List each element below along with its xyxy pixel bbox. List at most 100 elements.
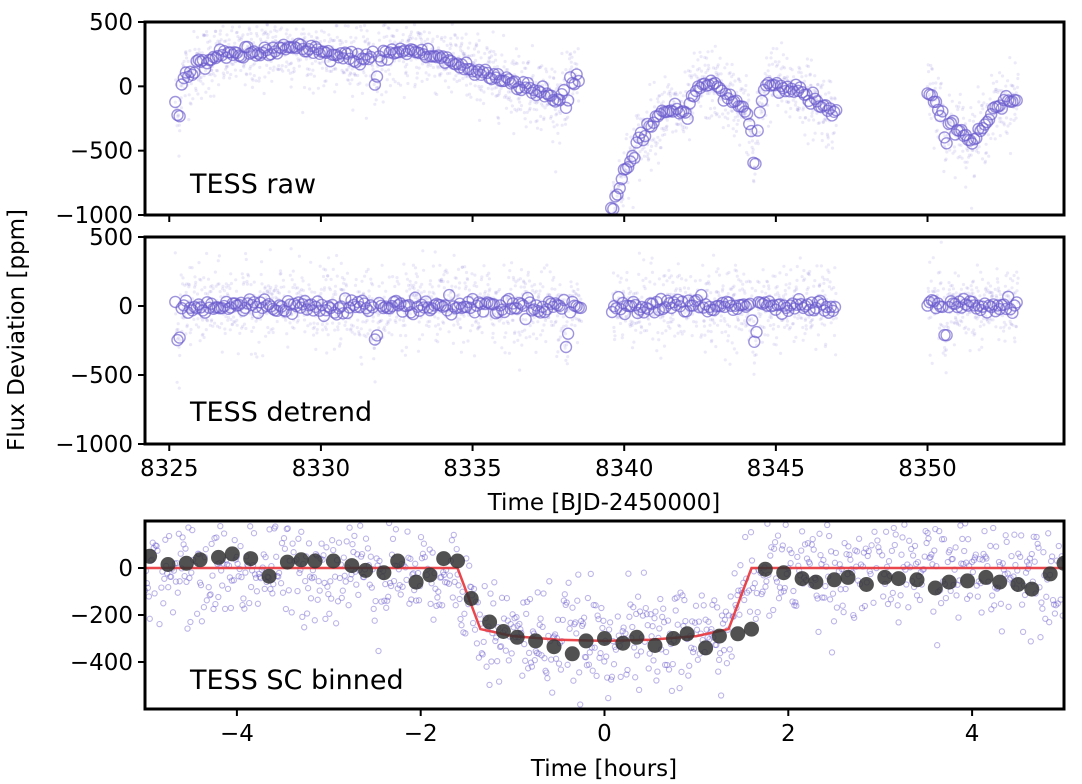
sc-unbinned-point xyxy=(145,593,153,600)
raw-binned-point xyxy=(510,82,524,96)
detrend-point xyxy=(833,266,837,270)
sc-unbinned-point xyxy=(284,525,291,532)
raw-point xyxy=(833,97,837,101)
raw-point xyxy=(447,85,451,89)
y-tick-label: −500 xyxy=(70,139,133,165)
raw-point xyxy=(359,24,363,29)
detrend-point xyxy=(576,317,580,321)
detrend-point xyxy=(466,339,470,343)
detrend-point xyxy=(996,289,1000,293)
raw-point xyxy=(827,79,831,83)
raw-point xyxy=(976,85,980,89)
detrend-point xyxy=(458,281,462,285)
sc-unbinned-point xyxy=(227,604,235,612)
raw-point xyxy=(741,112,746,116)
detrend-point xyxy=(343,323,347,327)
detrend-point xyxy=(337,344,342,348)
raw-point xyxy=(430,40,434,44)
detrend-point xyxy=(556,338,560,342)
detrend-point xyxy=(265,289,269,293)
detrend-point xyxy=(223,327,227,331)
detrend-point xyxy=(486,293,490,297)
detrend-point xyxy=(742,289,746,293)
raw-point xyxy=(681,94,685,98)
detrend-point xyxy=(717,294,721,298)
sc-unbinned-point xyxy=(149,539,156,546)
raw-point xyxy=(788,66,792,70)
detrend-point xyxy=(518,277,523,281)
detrend-point xyxy=(933,289,937,294)
raw-point xyxy=(715,65,720,69)
raw-point xyxy=(823,117,827,121)
detrend-point xyxy=(388,318,392,322)
detrend-point xyxy=(398,318,402,322)
raw-binned-point xyxy=(258,41,271,54)
raw-point xyxy=(453,33,457,37)
detrend-point xyxy=(315,327,319,332)
raw-point xyxy=(730,62,734,67)
detrend-point xyxy=(817,284,822,288)
raw-point xyxy=(312,74,316,78)
sc-unbinned-point xyxy=(415,597,423,604)
raw-point xyxy=(473,84,477,88)
sc-unbinned-point xyxy=(298,528,305,535)
raw-point xyxy=(298,58,303,62)
detrend-point xyxy=(956,322,960,326)
raw-point xyxy=(409,58,413,62)
raw-point xyxy=(301,110,305,115)
detrend-point xyxy=(1003,339,1007,343)
raw-point xyxy=(180,84,184,88)
detrend-point xyxy=(539,270,544,274)
raw-point xyxy=(770,62,775,66)
detrend-point xyxy=(198,277,202,281)
raw-point xyxy=(186,59,190,64)
raw-binned-point xyxy=(175,78,188,91)
sc-unbinned-point xyxy=(341,572,348,579)
detrend-point xyxy=(487,271,491,275)
raw-point xyxy=(365,83,369,87)
detrend-point xyxy=(740,328,744,332)
raw-point xyxy=(723,108,728,112)
sc-unbinned-point xyxy=(217,522,224,530)
detrend-point xyxy=(990,291,994,295)
detrend-point xyxy=(218,326,222,330)
sc-unbinned-point xyxy=(441,579,449,586)
raw-point xyxy=(796,108,800,112)
detrend-point xyxy=(685,317,689,321)
detrend-point xyxy=(804,324,808,328)
detrend-point xyxy=(640,326,644,330)
raw-point xyxy=(525,110,529,114)
detrend-point xyxy=(226,318,230,322)
raw-point xyxy=(682,130,686,134)
detrend-point xyxy=(1003,284,1008,288)
raw-point xyxy=(206,47,211,51)
raw-point xyxy=(201,82,205,86)
detrend-point xyxy=(966,291,970,295)
raw-point xyxy=(529,99,533,103)
detrend-point xyxy=(404,345,408,349)
detrend-point xyxy=(554,319,558,323)
raw-point xyxy=(287,62,291,66)
raw-point xyxy=(492,50,496,54)
raw-point xyxy=(570,55,574,59)
raw-point xyxy=(265,23,269,27)
raw-point xyxy=(939,82,943,86)
detrend-point xyxy=(176,327,180,332)
raw-point xyxy=(247,26,251,30)
detrend-point xyxy=(941,287,946,291)
raw-point xyxy=(971,119,976,123)
raw-point xyxy=(549,114,553,119)
raw-point xyxy=(347,78,351,82)
raw-point xyxy=(458,45,462,49)
raw-point xyxy=(273,28,277,32)
sc-unbinned-point xyxy=(220,530,228,537)
detrend-point xyxy=(192,317,196,321)
detrend-point xyxy=(570,323,574,327)
raw-point xyxy=(663,132,667,137)
raw-point xyxy=(202,34,206,38)
raw-point xyxy=(261,32,265,36)
raw-point xyxy=(810,111,814,115)
detrend-point xyxy=(698,278,702,282)
raw-point xyxy=(431,37,435,41)
raw-point xyxy=(202,33,206,37)
